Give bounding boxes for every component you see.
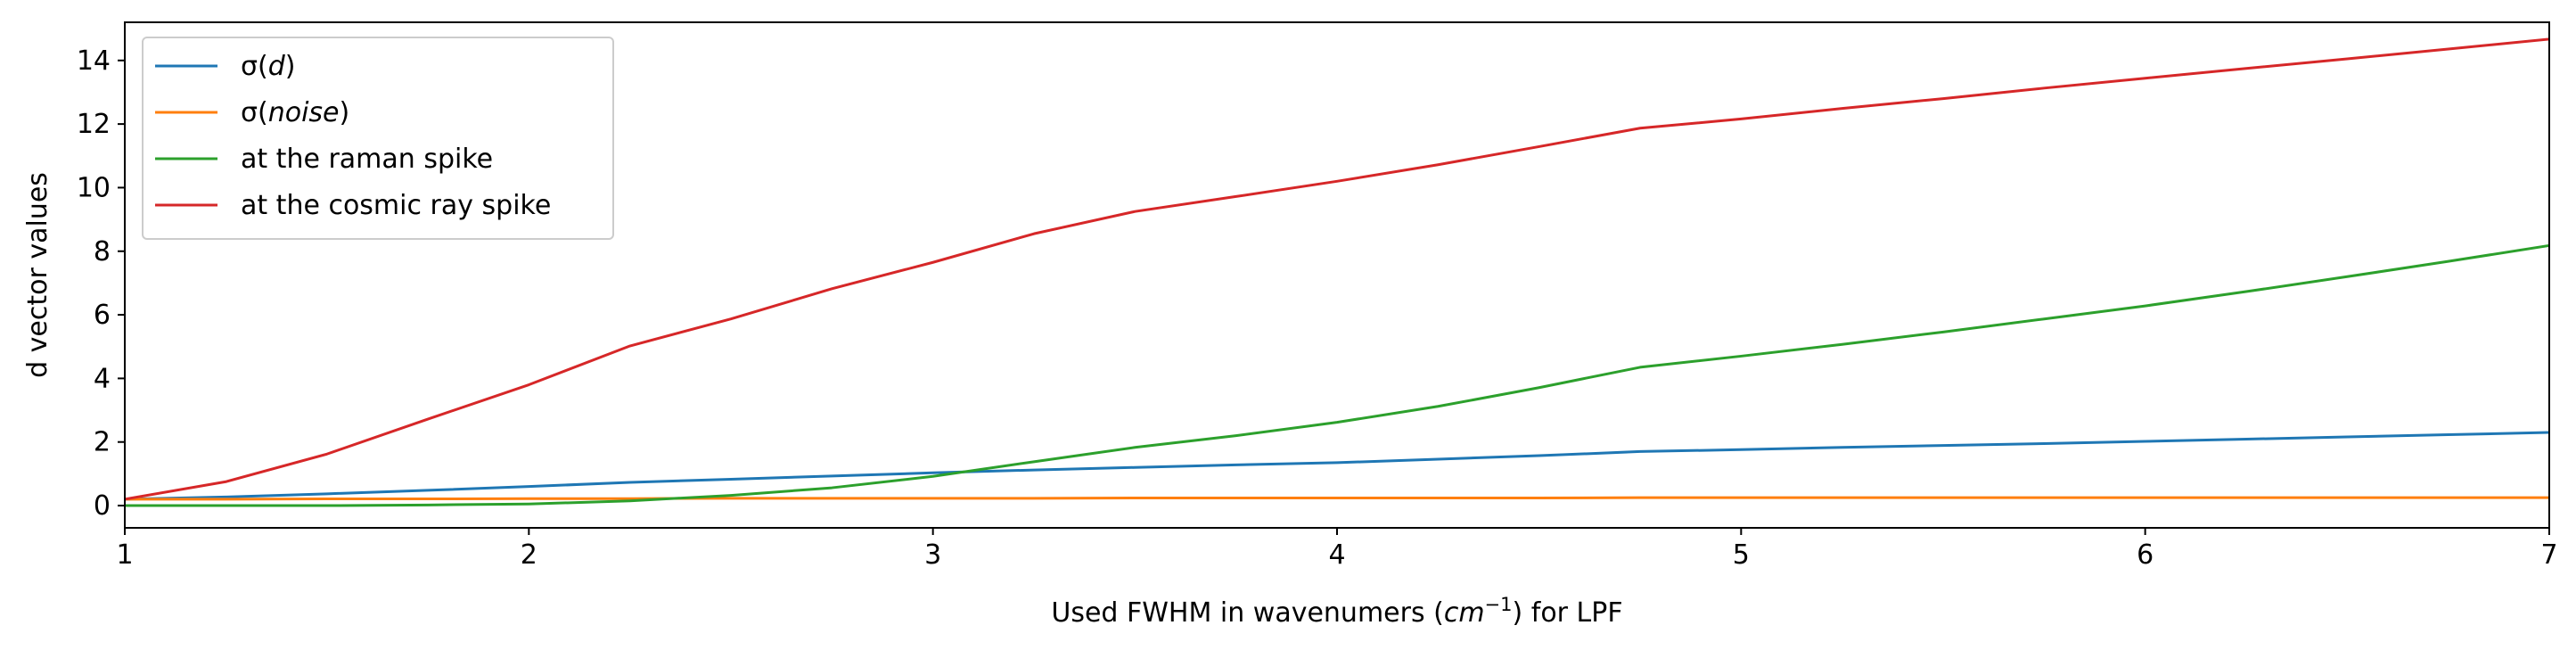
x-axis-label-text: Used FWHM in wavenumers (	[1051, 597, 1443, 629]
x-axis-label: Used FWHM in wavenumers (cm−1) for LPF	[1051, 594, 1622, 629]
x-tick-label: 3	[924, 539, 941, 571]
x-tick-label: 5	[1733, 539, 1750, 571]
series-line-2	[125, 496, 2549, 501]
x-tick-label: 6	[2137, 539, 2154, 571]
y-axis-label: d vector values	[22, 172, 53, 378]
legend-label-2: σ(noise)	[241, 97, 349, 128]
x-axis-label-suffix: ) for LPF	[1513, 597, 1623, 629]
series-line-3	[125, 243, 2549, 507]
x-tick-label: 2	[521, 539, 537, 571]
y-tick-label: 12	[77, 109, 111, 140]
legend: σ(d) σ(noise) at the raman spike at the cos…	[142, 37, 614, 240]
x-axis-label-math: cm	[1444, 597, 1485, 629]
y-tick-label: 2	[94, 427, 111, 458]
series-line-4	[125, 37, 2549, 501]
y-tick-label: 4	[94, 363, 111, 394]
x-axis-label-superscript: −1	[1485, 594, 1513, 615]
series-line-1	[125, 431, 2549, 501]
legend-label-3: at the raman spike	[241, 144, 493, 175]
legend-items: σ(d) σ(noise) at the raman spike at the cos…	[155, 51, 551, 221]
y-tick-label: 6	[94, 300, 111, 331]
legend-label-4: at the cosmic ray spike	[241, 190, 551, 221]
x-tick-label: 4	[1328, 539, 1345, 571]
x-tick-label: 1	[116, 539, 133, 571]
y-tick-label: 14	[77, 45, 111, 77]
y-tick-label: 8	[94, 236, 111, 267]
y-tick-label: 0	[94, 490, 111, 522]
legend-box	[142, 37, 614, 240]
y-tick-label: 10	[77, 172, 111, 203]
legend-label-1: σ(d)	[241, 51, 295, 82]
x-axis: 1 2 3 4 5 6 7	[116, 528, 2558, 571]
series-layer	[125, 37, 2549, 507]
y-axis: 0 2 4 6 8 10 12 14	[77, 45, 125, 522]
x-tick-label: 7	[2540, 539, 2557, 571]
